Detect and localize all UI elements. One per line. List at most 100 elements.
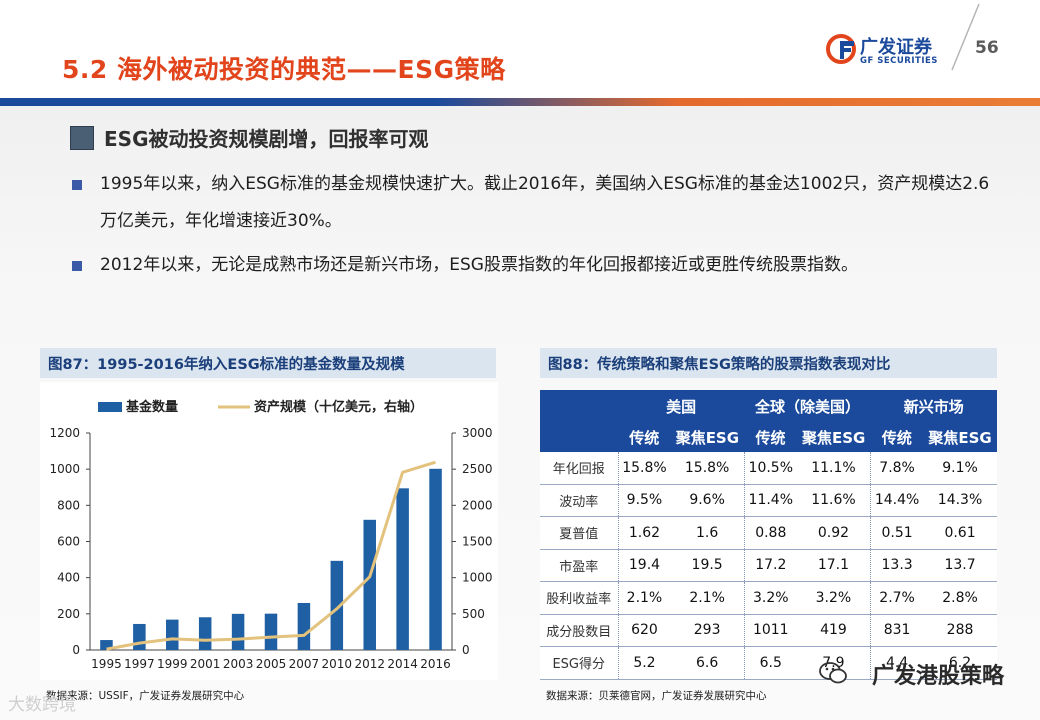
page-number: 56 xyxy=(975,38,999,58)
table-cell: 9.5% xyxy=(617,484,671,517)
x-tick-label: 2012 xyxy=(354,657,385,671)
table-cell: 6.2 xyxy=(923,646,997,680)
table-cell: 17.1 xyxy=(796,549,871,582)
y-right-tick-label: 1000 xyxy=(462,571,493,585)
x-tick-label: 2010 xyxy=(322,657,353,671)
table-cell: 3.2% xyxy=(796,581,871,615)
bullet-text-2: 2012年以来，无论是成熟市场还是新兴市场，ESG股票指数的年化回报都接近或更胜… xyxy=(100,255,858,275)
y-left-tick-label: 0 xyxy=(72,643,80,657)
x-tick-label: 2001 xyxy=(190,657,221,671)
table-subheader: 传统 xyxy=(744,422,797,452)
esg-fund-chart: 基金数量 资产规模（十亿美元，右轴） 0 200 400 600 800 1000 1200… xyxy=(49,399,493,671)
x-tick-label: 2005 xyxy=(256,657,287,671)
table-cell: 1.62 xyxy=(617,516,671,550)
table-cell: 11.4% xyxy=(743,484,797,517)
table-row: 夏普值 1.62 1.6 0.88 0.92 0.51 0.61 xyxy=(540,516,997,550)
y-left-tick-label: 600 xyxy=(57,535,80,549)
y-left-tick-label: 800 xyxy=(57,498,80,512)
bullet-text-1: 1995年以来，纳入ESG标准的基金规模快速扩大。截止2016年，美国纳入ESG… xyxy=(100,174,990,231)
x-tick-label: 2003 xyxy=(223,657,254,671)
table-cell: 5.2 xyxy=(617,646,671,680)
section-marker-icon xyxy=(70,126,94,150)
x-tick-label: 1999 xyxy=(157,657,188,671)
y-right-tick-label: 500 xyxy=(462,607,485,621)
table-row-label: 成分股数目 xyxy=(540,614,618,647)
slide-title: 5.2 海外被动投资的典范——ESG策略 xyxy=(62,55,506,84)
chart-bar xyxy=(166,619,179,650)
table-group-header-row: 美国 全球（除美国） 新兴市场 xyxy=(540,390,997,422)
table-row: 波动率 9.5% 9.6% 11.4% 11.6% 14.4% 14.3% xyxy=(540,484,997,517)
table-cell: 419 xyxy=(796,614,871,647)
table-cell: 15.8% xyxy=(617,452,671,485)
table-cell: 1011 xyxy=(743,614,797,647)
table-cell: 9.6% xyxy=(670,484,745,517)
figure87-source: 数据来源：USSIF，广发证券发展研究中心 xyxy=(46,690,245,702)
gf-logo-icon xyxy=(826,34,856,64)
header-color-bar xyxy=(0,98,1040,106)
chart-bar xyxy=(396,488,409,650)
chart-bar xyxy=(231,613,245,650)
y-right-tick-label: 2500 xyxy=(462,462,493,476)
table-row: 成分股数目 620 293 1011 419 831 288 xyxy=(540,614,997,647)
table-cell: 7.8% xyxy=(870,452,924,485)
table-group-header: 全球（除美国） xyxy=(744,390,871,422)
y-left-tick-label: 400 xyxy=(57,571,80,585)
table-cell: 10.5% xyxy=(743,452,797,485)
table-cell: 11.1% xyxy=(796,452,871,485)
legend-swatch-bar xyxy=(98,402,122,412)
table-row-label: 年化回报 xyxy=(540,452,618,485)
table-cell: 0.51 xyxy=(870,516,924,550)
table-row: 年化回报 15.8% 15.8% 10.5% 11.1% 7.8% 9.1% xyxy=(540,452,997,485)
table-subheader-row: 传统 聚焦ESG 传统 聚焦ESG 传统 聚焦ESG xyxy=(540,422,997,452)
series-line-asset-size xyxy=(106,460,436,651)
y-left-tick-label: 1200 xyxy=(49,426,80,440)
table-cell: 0.61 xyxy=(923,516,997,550)
chart-bar xyxy=(133,623,146,650)
table-cell: 4.4 xyxy=(870,646,924,680)
chart-bar xyxy=(363,519,376,650)
table-group-header: 美国 xyxy=(618,390,745,422)
table-cell: 13.7 xyxy=(923,549,997,582)
chart-bar xyxy=(330,560,344,650)
table-row-label: 市盈率 xyxy=(540,549,618,582)
legend-label-line: 资产规模（十亿美元，右轴） xyxy=(254,399,423,415)
x-tick-label: 1995 xyxy=(91,657,122,671)
table-cell: 2.1% xyxy=(670,581,745,615)
logo-text-en: GF SECURITIES xyxy=(860,56,938,66)
table-cell: 19.5 xyxy=(670,549,745,582)
table-cell: 3.2% xyxy=(743,581,797,615)
chart-bar xyxy=(264,613,278,650)
table-cell: 17.2 xyxy=(743,549,797,582)
table-subheader: 传统 xyxy=(618,422,671,452)
section-heading: ESG被动投资规模剧增，回报率可观 xyxy=(104,127,429,151)
x-tick-label: 2016 xyxy=(420,657,451,671)
table-cell: 2.7% xyxy=(870,581,924,615)
watermark-left-text: 大数跨境 xyxy=(8,695,76,715)
table-cell: 2.8% xyxy=(923,581,997,615)
table-cell: 19.4 xyxy=(617,549,671,582)
table-corner-cell xyxy=(540,390,618,422)
y-right-tick-label: 3000 xyxy=(462,426,493,440)
table-cell: 1.6 xyxy=(670,516,745,550)
table-row-label: ESG得分 xyxy=(540,646,618,680)
table-cell: 11.6% xyxy=(796,484,871,517)
table-cell: 2.1% xyxy=(617,581,671,615)
figure88-title: 图88：传统策略和聚焦ESG策略的股票指数表现对比 xyxy=(548,357,891,373)
y-right-tick-label: 2000 xyxy=(462,498,493,512)
bullet-square-icon xyxy=(72,261,82,271)
figure87-title-bar: 图87：1995-2016年纳入ESG标准的基金数量及规模 xyxy=(40,348,496,378)
table-row-label: 波动率 xyxy=(540,484,618,517)
table-cell: 6.5 xyxy=(743,646,797,680)
table-group-header: 新兴市场 xyxy=(870,390,997,422)
table-cell: 288 xyxy=(923,614,997,647)
esg-comparison-table: 美国 全球（除美国） 新兴市场 传统 聚焦ESG 传统 聚焦ESG 传统 聚焦E… xyxy=(540,390,997,680)
x-tick-label: 1997 xyxy=(124,657,155,671)
table-cell: 9.1% xyxy=(923,452,997,485)
table-corner-cell xyxy=(540,422,618,452)
table-subheader: 聚焦ESG xyxy=(670,422,745,452)
watermark-text: 广发港股策略 xyxy=(871,664,1004,689)
y-right-tick-label: 0 xyxy=(462,643,470,657)
table-cell: 620 xyxy=(617,614,671,647)
figure88-source: 数据来源：贝莱德官网，广发证券发展研究中心 xyxy=(546,690,767,702)
table-row: 市盈率 19.4 19.5 17.2 17.1 13.3 13.7 xyxy=(540,549,997,582)
